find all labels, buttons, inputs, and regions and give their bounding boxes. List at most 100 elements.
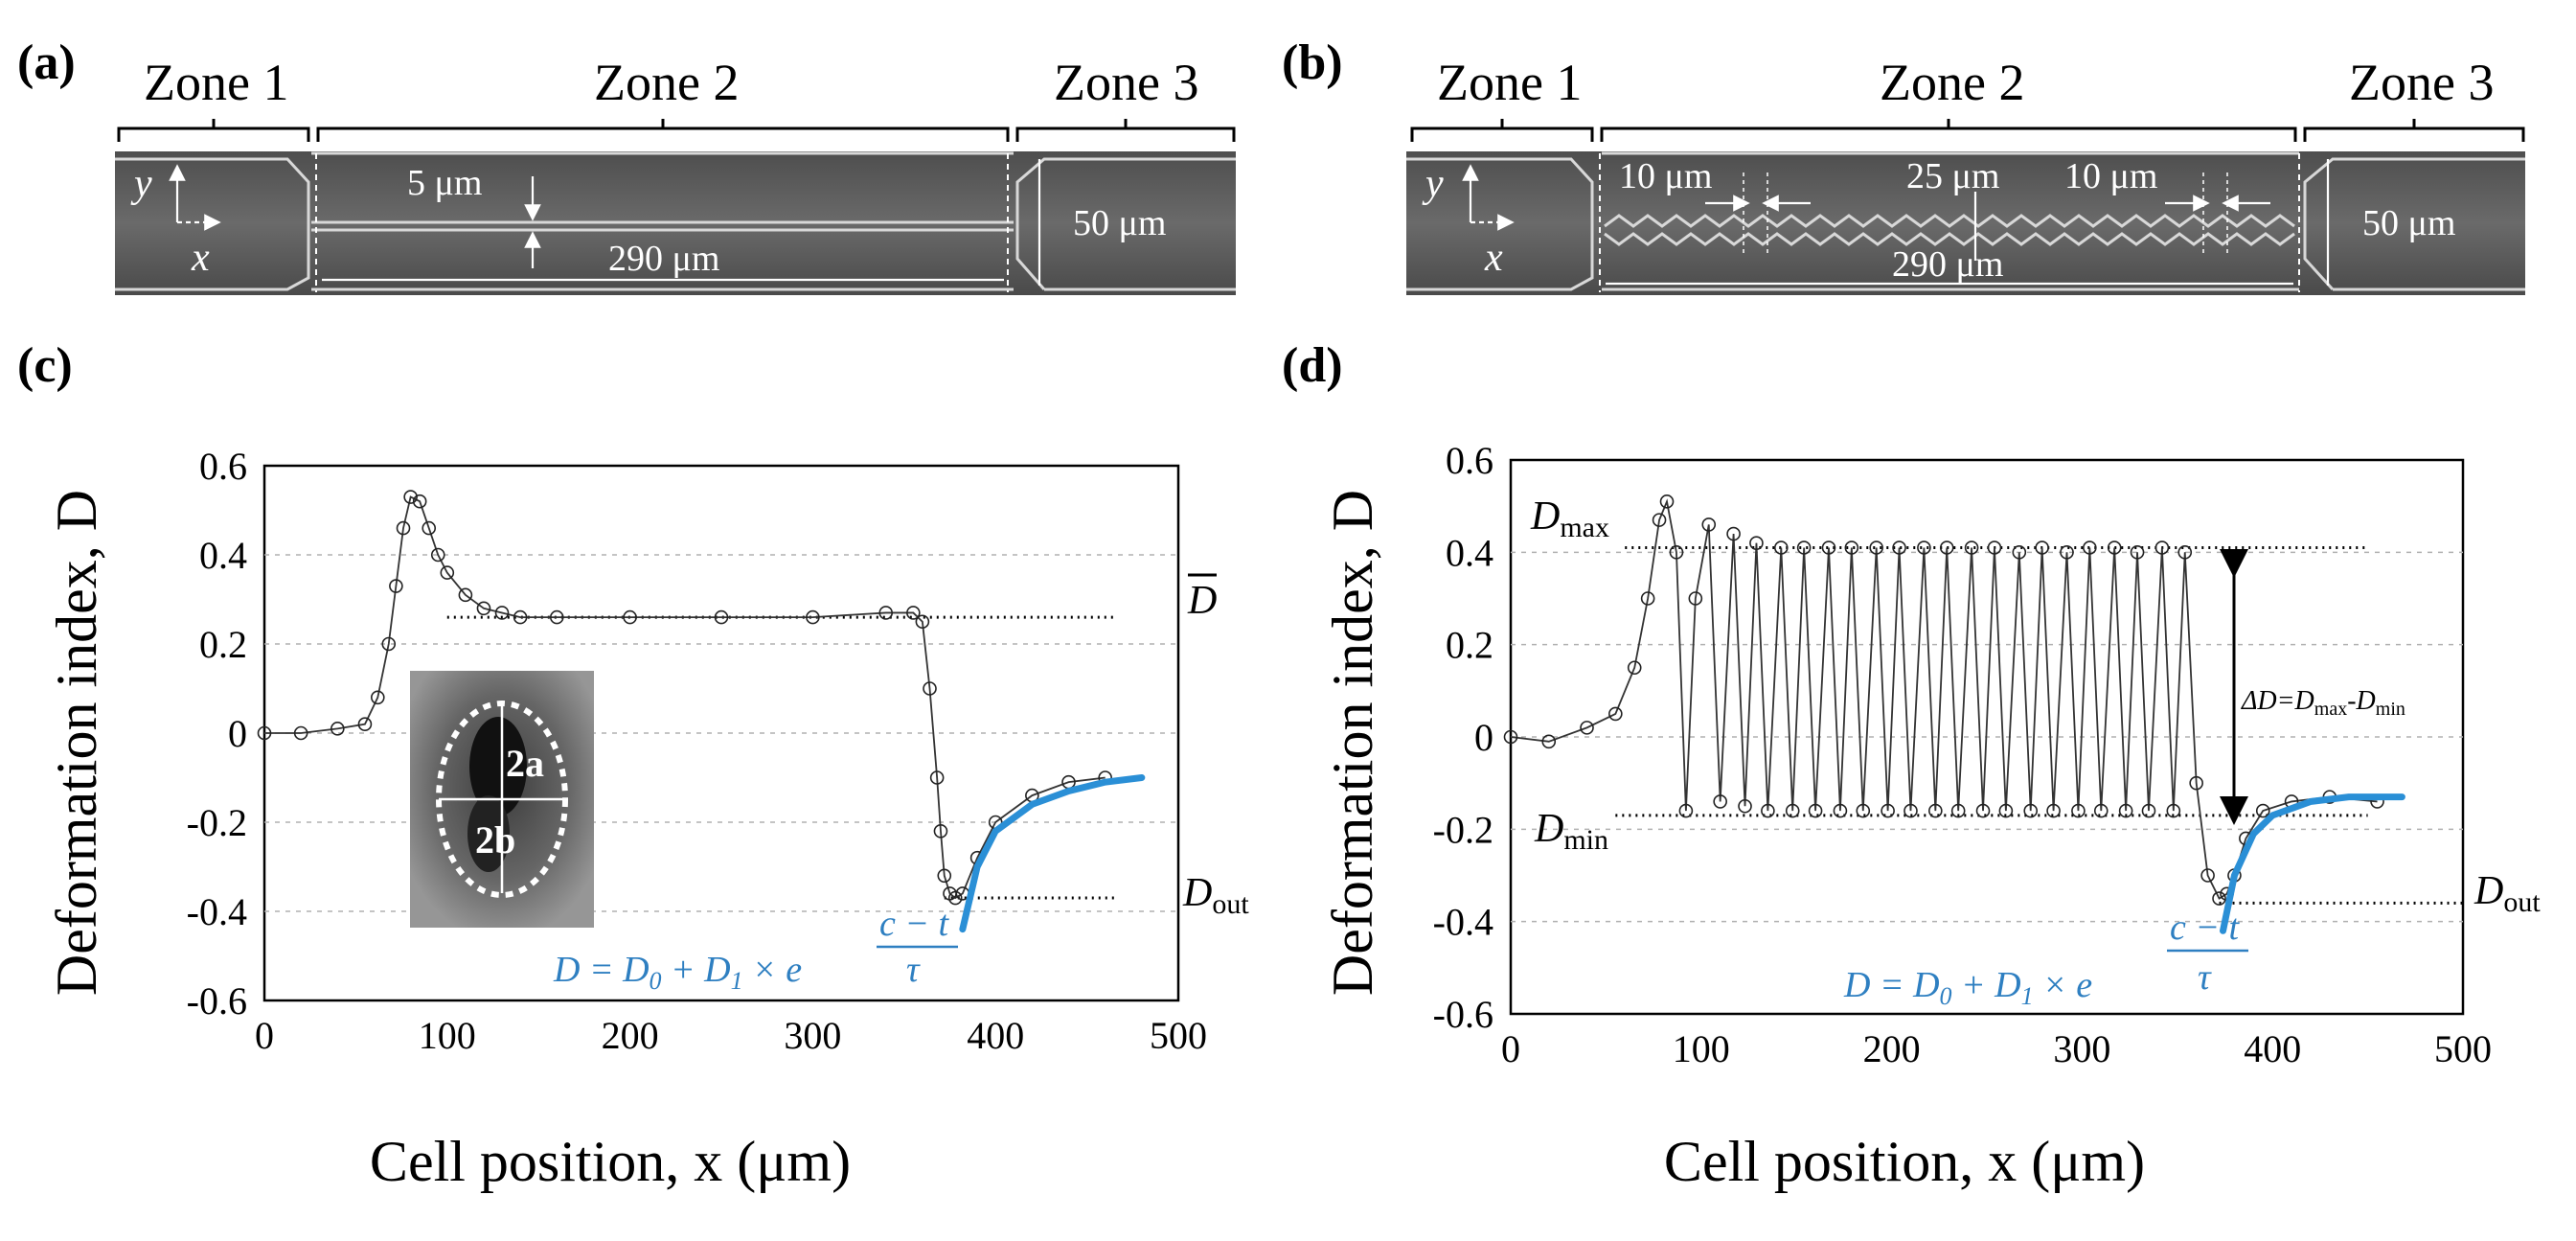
data-point xyxy=(2083,540,2097,555)
xtick-label: 200 xyxy=(1863,1027,1921,1070)
data-point xyxy=(1640,591,1655,606)
data-point xyxy=(2046,803,2061,818)
series-line-measured xyxy=(264,495,1106,900)
formula-den-d: τ xyxy=(2198,957,2212,998)
inset-cell-image: 2a 2b xyxy=(410,671,594,928)
data-point xyxy=(2035,540,2049,555)
xtick-label: 400 xyxy=(967,1014,1024,1057)
data-point xyxy=(1881,803,1895,818)
series-line-fit xyxy=(2220,793,2405,934)
dmin-label: Dmin xyxy=(1534,807,1608,856)
data-point xyxy=(1652,513,1667,527)
dim-length-label-b: 290 μm xyxy=(1892,244,2003,285)
data-point xyxy=(915,614,930,630)
data-point xyxy=(357,717,373,732)
data-point xyxy=(403,490,418,504)
data-point xyxy=(923,681,937,696)
data-point xyxy=(2107,540,2122,555)
panel-c: (c) Deformation index, D Cell position, … xyxy=(17,338,1249,1193)
dim-outlet-label: 50 μm xyxy=(1073,203,1166,243)
data-point xyxy=(381,636,397,652)
data-point xyxy=(422,520,437,536)
fit-formula-d: D = D0 + D1 × e c − t τ xyxy=(1843,908,2248,1010)
zone1-wall xyxy=(115,157,310,291)
data-point xyxy=(1669,545,1684,560)
axes-glyph-b: y x xyxy=(1422,162,1515,280)
zone3-bracket-b xyxy=(2303,126,2525,142)
zigzag-wall-top xyxy=(1604,214,2295,228)
zone1-bracket xyxy=(117,126,310,142)
data-point xyxy=(370,690,385,705)
data-point xyxy=(1964,540,1979,555)
zone3-bracket xyxy=(1015,126,1236,142)
ytick-label: 0.4 xyxy=(199,534,247,577)
ytick-label: 0 xyxy=(1474,716,1493,759)
data-point xyxy=(1773,540,1789,555)
data-point xyxy=(1928,803,1943,818)
ytick-label: 0.2 xyxy=(1446,624,1493,667)
data-point xyxy=(2141,803,2156,818)
data-point xyxy=(906,606,921,620)
dim-seg2-label: 25 μm xyxy=(1906,156,1999,196)
xlabel-d: Cell position, x (μm) xyxy=(1664,1130,2145,1193)
data-point xyxy=(1580,721,1594,735)
zone-brackets-b xyxy=(1410,119,2525,142)
data-point xyxy=(513,609,528,625)
ytick-label: 0.6 xyxy=(199,445,247,488)
ytick-label: 0.4 xyxy=(1446,531,1493,574)
formula-num-d: c − t xyxy=(2170,908,2241,948)
data-point xyxy=(1688,591,1703,606)
dmax-label: Dmax xyxy=(1530,494,1609,543)
fit-formula-c: D = D0 + D1 × e c − t τ xyxy=(553,904,958,995)
zone-3-label-b: Zone 3 xyxy=(2349,54,2494,111)
data-point xyxy=(2071,803,2086,818)
ytick-label: -0.2 xyxy=(187,801,247,844)
panel-label-a: (a) xyxy=(17,35,76,90)
formula-num-c: c − t xyxy=(879,904,950,944)
data-point xyxy=(878,606,894,620)
data-point xyxy=(2012,545,2027,560)
data-point xyxy=(1950,803,1966,818)
data-point xyxy=(476,601,491,616)
chart-d: 0.60.40.20-0.2-0.4-0.60 100 200 300 400 500 xyxy=(1433,439,2492,1070)
svg-text:D = D0 + D1 × e: D = D0 + D1 × e xyxy=(553,950,802,995)
svg-text:D = D0 + D1 × e: D = D0 + D1 × e xyxy=(1843,965,2092,1010)
axis-y-label-b: y xyxy=(1422,162,1444,206)
axis-x-label-b: x xyxy=(1484,236,1503,280)
dbar-label: D xyxy=(1187,579,1217,623)
zone2-bracket-b xyxy=(1600,119,2297,142)
ytick-label: -0.4 xyxy=(187,890,247,933)
zone1-bracket-b xyxy=(1410,126,1594,142)
data-point xyxy=(2130,545,2145,560)
data-point xyxy=(1678,803,1694,818)
data-point xyxy=(947,890,963,906)
data-point xyxy=(1904,803,1918,818)
panel-b: (b) Zone 1 Zone 2 Zone 3 y x 10 μm 2 xyxy=(1282,35,2525,295)
zone3-wall xyxy=(1015,157,1236,291)
data-point xyxy=(1892,540,1906,555)
zigzag-wall-bottom xyxy=(1604,232,2295,246)
ytick-label: -0.6 xyxy=(187,979,247,1023)
panel-label-d: (d) xyxy=(1282,338,1343,393)
data-point xyxy=(937,868,952,884)
data-point xyxy=(1608,706,1623,722)
data-point xyxy=(2060,545,2074,560)
data-point xyxy=(1713,794,1727,809)
data-point xyxy=(396,520,411,536)
data-point xyxy=(1785,803,1800,818)
data-point xyxy=(2023,803,2039,818)
data-point xyxy=(1987,540,2002,555)
data-point xyxy=(929,770,945,785)
dim-length-label: 290 μm xyxy=(608,239,719,279)
xtick-label: 500 xyxy=(2434,1027,2492,1070)
data-point xyxy=(549,609,564,625)
zone-brackets-a xyxy=(117,119,1236,142)
dim-outlet-label-b: 50 μm xyxy=(2362,203,2455,243)
ytick-label: 0 xyxy=(228,712,247,755)
zone-1-label-b: Zone 1 xyxy=(1437,54,1582,111)
zone-2-label-b: Zone 2 xyxy=(1880,54,2024,111)
xlabel-c: Cell position, x (μm) xyxy=(370,1130,851,1193)
panel-d: (d) Deformation index, D Cell position, … xyxy=(1282,338,2541,1193)
data-point xyxy=(2177,545,2193,560)
